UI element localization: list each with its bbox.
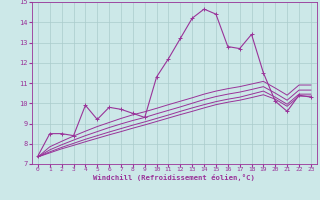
X-axis label: Windchill (Refroidissement éolien,°C): Windchill (Refroidissement éolien,°C) — [93, 174, 255, 181]
